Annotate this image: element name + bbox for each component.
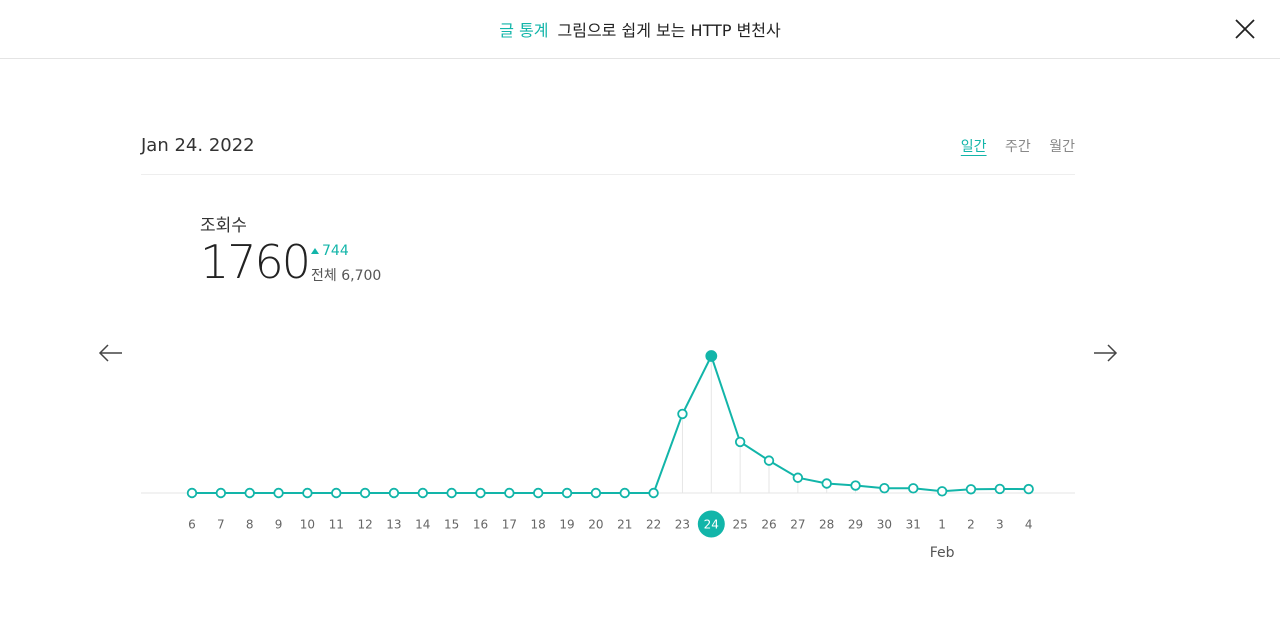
- chart-point: [763, 455, 775, 466]
- x-tick-label: 29: [848, 518, 863, 532]
- x-tick-label: 26: [761, 518, 776, 532]
- x-tick-label: 18: [531, 518, 546, 532]
- chart-point: [446, 487, 457, 499]
- x-tick-label: 25: [733, 518, 748, 532]
- chart-point: [417, 487, 429, 499]
- x-tick-label: 3: [996, 518, 1004, 532]
- header: 글 통계 그림으로 쉽게 보는 HTTP 변천사: [0, 0, 1280, 59]
- x-tick-label: 7: [217, 518, 225, 532]
- chart-point: [504, 487, 515, 499]
- chart-point: [1023, 483, 1034, 495]
- chart-point: [705, 350, 718, 362]
- x-tick-label: 6: [188, 518, 196, 532]
- chart-point: [359, 487, 371, 499]
- x-tick-label: 31: [906, 518, 921, 532]
- triangle-up-icon: [311, 248, 319, 254]
- views-value: 1760: [200, 235, 311, 289]
- chart-point: [648, 487, 659, 499]
- views-label: 조회수: [200, 216, 247, 236]
- chart-point: [908, 483, 919, 494]
- x-tick-label: 20: [588, 518, 603, 532]
- views-delta-value: 744: [322, 243, 349, 259]
- x-tick-label: 22: [646, 518, 661, 532]
- x-tick-label: 9: [275, 518, 283, 532]
- views-delta: 744: [311, 243, 349, 259]
- x-tick-label: 23: [675, 518, 690, 532]
- chart-point: [965, 484, 977, 495]
- x-tick-label: 1: [938, 518, 946, 532]
- x-tick-label: 21: [617, 518, 632, 532]
- x-tick-label: 2: [967, 518, 975, 532]
- chart-series-line: [192, 353, 1029, 494]
- chart-point: [273, 487, 284, 499]
- tab-daily[interactable]: 일간: [960, 139, 987, 155]
- selected-day-marker: [697, 510, 725, 538]
- close-icon[interactable]: [1234, 18, 1256, 40]
- x-tick-label: 28: [819, 518, 834, 532]
- chart-point: [936, 486, 948, 497]
- arrow-right-icon[interactable]: [1092, 340, 1118, 366]
- date-label: Jan 24. 2022: [141, 135, 255, 156]
- chart-point: [619, 487, 630, 499]
- x-tick-label: 15: [444, 518, 459, 532]
- views-total: 전체 6,700: [311, 268, 382, 284]
- chart-point: [590, 487, 602, 499]
- x-tick-label: 27: [790, 518, 805, 532]
- chart-point: [302, 487, 313, 499]
- chart-point: [244, 487, 255, 499]
- x-tick-label: 11: [329, 518, 344, 532]
- month-label: Feb: [930, 545, 955, 561]
- chart-point: [533, 487, 544, 499]
- x-tick-label: 24: [704, 518, 719, 532]
- section-label: 글 통계: [499, 21, 549, 40]
- x-tick-label: 19: [559, 518, 574, 532]
- x-tick-label: 14: [415, 518, 430, 532]
- x-tick-label: 16: [473, 518, 488, 532]
- chart-point: [821, 478, 832, 489]
- chart-point: [677, 408, 688, 420]
- chart-point: [792, 472, 804, 483]
- tab-monthly[interactable]: 월간: [1049, 139, 1075, 155]
- x-tick-label: 8: [246, 518, 254, 532]
- chart-point: [475, 487, 486, 499]
- chart-point: [215, 487, 227, 499]
- date-row: Jan 24. 2022 일간 주간 월간: [141, 126, 1075, 175]
- chart-point: [331, 487, 342, 499]
- chart-point: [388, 487, 400, 499]
- x-tick-label: 4: [1025, 518, 1033, 532]
- period-tabs: 일간 주간 월간: [947, 136, 1075, 156]
- arrow-left-icon[interactable]: [98, 340, 124, 366]
- x-tick-label: 10: [300, 518, 315, 532]
- chart-point: [879, 482, 890, 494]
- chart-point: [994, 483, 1006, 495]
- post-title: 그림으로 쉽게 보는 HTTP 변천사: [557, 21, 781, 40]
- x-tick-label: 12: [357, 518, 372, 532]
- x-tick-label: 13: [386, 518, 401, 532]
- chart-point: [734, 436, 746, 448]
- chart-point: [850, 480, 861, 491]
- chart-point: [561, 487, 573, 499]
- tab-weekly[interactable]: 주간: [1005, 139, 1031, 155]
- chart-point: [186, 487, 198, 499]
- x-tick-label: 30: [877, 518, 892, 532]
- x-tick-label: 17: [502, 518, 517, 532]
